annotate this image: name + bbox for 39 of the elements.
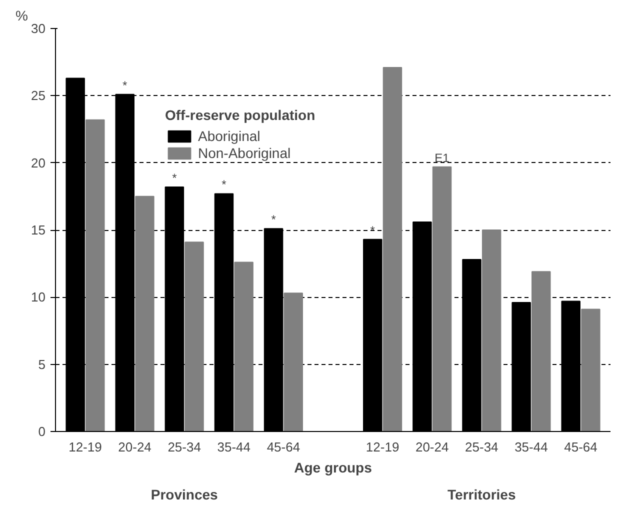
text: Provinces — [150, 486, 218, 502]
data-label: * — [172, 171, 178, 186]
x-tick-label: 12-19 — [68, 440, 102, 454]
x-tick-label: 35-44 — [217, 440, 251, 454]
bar — [284, 292, 303, 432]
bar — [86, 119, 105, 432]
y-tick-label: 25 — [31, 88, 46, 104]
y-tick-label: 15 — [31, 222, 46, 238]
bar — [184, 242, 204, 432]
y-tick-label: 10 — [31, 290, 46, 305]
bar — [432, 166, 452, 432]
x-tick-label: 20-24 — [118, 440, 152, 454]
y-tick-label: 0 — [38, 424, 46, 439]
data-label: * — [271, 212, 276, 227]
bar — [382, 66, 402, 432]
legend-label: Aboriginal — [198, 128, 262, 144]
y-axis-title: % — [16, 8, 28, 24]
data-label: * — [222, 178, 227, 192]
x-axis-title: Age groups — [294, 460, 372, 476]
data-label: E1 — [434, 150, 450, 165]
bar — [532, 271, 551, 432]
x-tick-label: 12-19 — [366, 440, 400, 454]
y-tick-label: 5 — [38, 356, 46, 372]
x-tick-label: 25-34 — [465, 440, 498, 454]
x-tick-label: 35-44 — [514, 440, 548, 454]
legend-title: Off-reserve population — [165, 107, 316, 123]
x-tick-label: 45-64 — [564, 440, 598, 454]
bar — [234, 262, 254, 432]
text: Territories — [448, 486, 516, 502]
bar — [482, 230, 502, 432]
bar — [581, 308, 600, 432]
y-tick-label: 30 — [31, 21, 46, 36]
legend-label: Non-Aboriginal — [198, 145, 292, 161]
x-tick-label: 20-24 — [415, 440, 449, 454]
data-label: * — [122, 78, 128, 92]
x-tick-label: 25-34 — [168, 440, 201, 454]
x-tick-label: 45-64 — [266, 440, 300, 454]
bar — [135, 196, 154, 432]
y-tick-label: 20 — [31, 155, 46, 170]
